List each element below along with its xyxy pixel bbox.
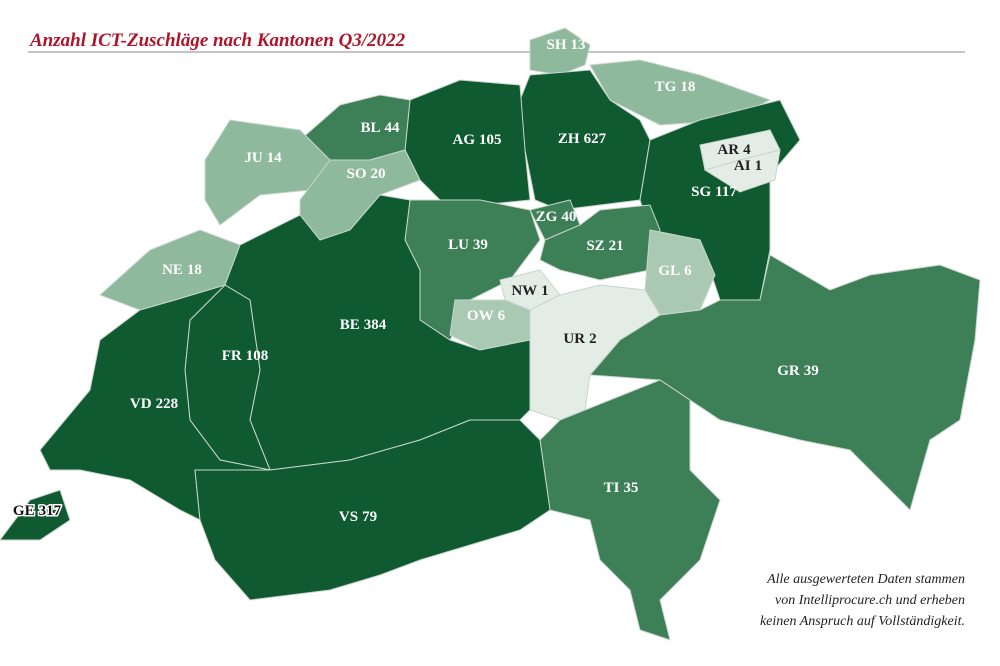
canton-value: 317 (39, 503, 62, 519)
note-line: keinen Anspruch auf Vollständigkeit. (760, 614, 965, 629)
canton-code: SH (546, 37, 566, 53)
canton (529, 27, 591, 76)
canton (588, 254, 981, 511)
canton-value: 21 (609, 238, 624, 254)
canton-label: FR 108 (222, 348, 269, 364)
canton-code: AR (717, 142, 739, 158)
canton-label: BE 384 (340, 317, 387, 333)
canton-label: GL 6 (658, 263, 692, 279)
canton-value: 20 (371, 166, 386, 182)
map-title: Anzahl ICT-Zuschläge nach Kantonen Q3/20… (29, 30, 406, 51)
canton-value: 117 (715, 184, 737, 200)
canton-code: ZG (536, 209, 558, 225)
canton-label: BL 44 (360, 120, 400, 136)
canton-label: SZ 21 (586, 238, 623, 254)
note-line: Alle ausgewerteten Daten stammen (766, 572, 965, 587)
canton-code: BE (340, 317, 360, 333)
canton-value: 1 (755, 158, 763, 174)
canton-value: 79 (362, 509, 377, 525)
canton-code: AI (734, 158, 751, 174)
canton-code: TG (655, 79, 677, 95)
canton-label: VD 228 (130, 396, 178, 412)
canton-code: GL (658, 263, 680, 279)
canton-value: 105 (479, 132, 502, 148)
canton-code: JU (244, 150, 263, 166)
canton (703, 149, 781, 193)
canton-code: ZH (558, 131, 580, 147)
canton-label: GE 317 (13, 503, 62, 519)
canton-label: ZG 40 (536, 209, 577, 225)
canton-value: 40 (561, 209, 576, 225)
canton-value: 39 (473, 237, 488, 253)
canton-label: NE 18 (162, 262, 202, 278)
canton-value: 108 (246, 348, 269, 364)
canton-label: UR 2 (563, 331, 596, 347)
canton-code: SO (346, 166, 366, 182)
canton-code: NE (162, 262, 183, 278)
canton-value: 13 (571, 37, 586, 53)
canton-label: AG 105 (453, 132, 502, 148)
canton-label: SO 20 (346, 166, 385, 182)
canton-label: ZH 627 (558, 131, 607, 147)
note-line: von Intelliprocure.ch und erheben (775, 593, 965, 608)
canton (539, 379, 721, 641)
canton-value: 18 (680, 79, 695, 95)
canton-value: 14 (267, 150, 283, 166)
canton-code: LU (448, 237, 469, 253)
canton-code: BL (360, 120, 380, 136)
canton-value: 228 (156, 396, 179, 412)
canton-code: OW (467, 308, 494, 324)
canton-value: 627 (584, 131, 607, 147)
canton-code: VD (130, 396, 152, 412)
canton-value: 6 (684, 263, 692, 279)
canton-label: AI 1 (734, 158, 762, 174)
canton-value: 39 (804, 363, 819, 379)
canton (0, 489, 71, 541)
canton-label: AR 4 (717, 142, 751, 158)
canton-value: 18 (187, 262, 202, 278)
canton-label: OW 6 (467, 308, 506, 324)
canton-value: 384 (364, 317, 387, 333)
canton-code: AG (453, 132, 476, 148)
canton-value: 2 (589, 331, 597, 347)
canton-code: UR (563, 331, 585, 347)
canton-label: VS 79 (339, 509, 377, 525)
canton-code: NW (511, 283, 537, 299)
canton-code: VS (339, 509, 358, 525)
canton-label: GR 39 (777, 363, 819, 379)
canton-label: JU 14 (244, 150, 282, 166)
canton-code: TI (604, 480, 620, 496)
canton-value: 1 (541, 283, 549, 299)
canton-value: 4 (743, 142, 751, 158)
canton (194, 419, 551, 601)
canton-code: GE (13, 503, 35, 519)
canton-label: NW 1 (511, 283, 548, 299)
canton-label: SG 117 (691, 184, 737, 200)
canton-label: TI 35 (604, 480, 639, 496)
canton-value: 35 (623, 480, 638, 496)
canton-value: 44 (385, 120, 401, 136)
canton-code: SG (691, 184, 711, 200)
canton-code: FR (222, 348, 242, 364)
canton-label: TG 18 (655, 79, 696, 95)
canton-label: SH 13 (546, 37, 585, 53)
canton-code: GR (777, 363, 800, 379)
canton-value: 6 (498, 308, 506, 324)
canton-label: LU 39 (448, 237, 488, 253)
cantons (0, 27, 981, 641)
canton (39, 284, 271, 521)
canton-code: SZ (586, 238, 604, 254)
